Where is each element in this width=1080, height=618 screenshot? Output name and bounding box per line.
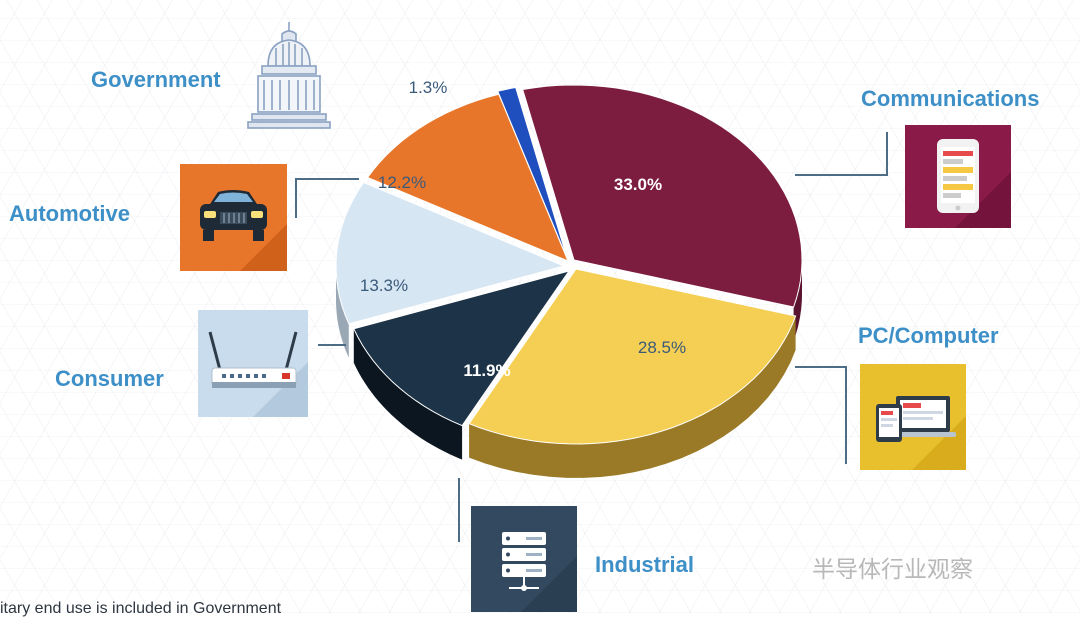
- connector-communications-vertical: [886, 132, 888, 176]
- segment-label-industrial: Industrial: [595, 552, 695, 577]
- pie-pct-label-pc-computer: 28.5%: [638, 338, 686, 357]
- connector-automotive: [295, 178, 359, 180]
- connector-consumer: [318, 344, 346, 346]
- footnote: itary end use is included in Government: [0, 600, 282, 617]
- pie-slice-side-pc-computer: [469, 316, 796, 478]
- pie-slice-communications: [522, 84, 803, 308]
- server-icon: [471, 506, 577, 612]
- capitol-building-icon: [246, 20, 332, 132]
- pie-slice-side-industrial: [353, 328, 463, 460]
- segment-label-communications: Communications: [861, 86, 1040, 111]
- car-icon: [180, 164, 287, 271]
- pie-slice-government: [497, 86, 568, 259]
- pie-pct-label-automotive: 12.2%: [378, 173, 426, 192]
- pie-slice-pc-computer: [468, 268, 797, 445]
- segment-label-government: Government: [91, 67, 221, 92]
- pie-pct-label-industrial: 11.9%: [463, 361, 510, 380]
- wifi-router-icon: [198, 310, 308, 417]
- segment-label-consumer: Consumer: [55, 366, 164, 391]
- pie-pct-label-consumer: 13.3%: [360, 276, 408, 295]
- connector-automotive-vertical: [295, 178, 297, 218]
- connector-pc-computer: [795, 366, 847, 368]
- pie-pct-label-communications: 33.0%: [614, 175, 662, 194]
- smartphone-icon: [905, 125, 1011, 228]
- laptop-tablet-icon: [860, 364, 966, 470]
- pie-slice-side-communications: [793, 260, 802, 341]
- pie-pct-label-government: 1.3%: [409, 78, 448, 97]
- segment-label-automotive: Automotive: [9, 201, 130, 226]
- segment-label-pc-computer: PC/Computer: [858, 323, 999, 348]
- pie-slice-industrial: [353, 270, 571, 427]
- connector-communications: [795, 174, 887, 176]
- watermark-text: 半导体行业观察: [812, 557, 973, 583]
- pie-slice-side-consumer: [336, 266, 349, 358]
- pie-slice-automotive: [366, 93, 569, 262]
- connector-industrial: [458, 478, 460, 542]
- pie-slice-consumer: [335, 181, 566, 325]
- connector-pc-computer-vertical: [845, 366, 847, 464]
